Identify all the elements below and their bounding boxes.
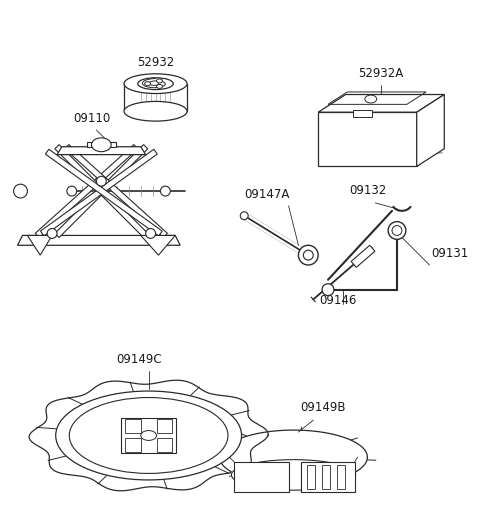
Ellipse shape bbox=[67, 186, 77, 196]
Ellipse shape bbox=[156, 79, 162, 83]
Ellipse shape bbox=[56, 391, 241, 480]
Ellipse shape bbox=[365, 95, 377, 103]
Ellipse shape bbox=[141, 430, 156, 440]
Polygon shape bbox=[86, 142, 116, 147]
Text: 09147A: 09147A bbox=[244, 188, 289, 201]
Polygon shape bbox=[351, 245, 375, 267]
Polygon shape bbox=[18, 235, 180, 245]
Polygon shape bbox=[322, 465, 330, 489]
Ellipse shape bbox=[240, 212, 248, 219]
Ellipse shape bbox=[388, 222, 406, 240]
Polygon shape bbox=[125, 419, 141, 432]
Text: 52932: 52932 bbox=[137, 56, 174, 69]
Ellipse shape bbox=[124, 74, 187, 93]
Ellipse shape bbox=[124, 101, 187, 121]
Polygon shape bbox=[65, 145, 168, 237]
Polygon shape bbox=[337, 465, 345, 489]
Text: 09149B: 09149B bbox=[300, 401, 346, 414]
Polygon shape bbox=[55, 145, 148, 237]
Polygon shape bbox=[219, 430, 367, 484]
Ellipse shape bbox=[138, 78, 173, 90]
Polygon shape bbox=[301, 462, 355, 492]
Ellipse shape bbox=[322, 284, 334, 296]
Ellipse shape bbox=[145, 228, 156, 239]
Polygon shape bbox=[27, 235, 52, 255]
Polygon shape bbox=[156, 419, 172, 432]
Polygon shape bbox=[417, 94, 444, 166]
Polygon shape bbox=[29, 380, 268, 491]
Polygon shape bbox=[318, 94, 444, 112]
Polygon shape bbox=[46, 149, 162, 236]
Polygon shape bbox=[307, 465, 315, 489]
Text: 09110: 09110 bbox=[73, 112, 110, 125]
Polygon shape bbox=[318, 112, 417, 166]
Polygon shape bbox=[57, 147, 145, 155]
Polygon shape bbox=[141, 235, 175, 255]
Ellipse shape bbox=[299, 245, 318, 265]
Ellipse shape bbox=[156, 84, 162, 89]
Ellipse shape bbox=[69, 398, 228, 473]
Polygon shape bbox=[125, 438, 141, 452]
Polygon shape bbox=[234, 462, 288, 492]
Ellipse shape bbox=[13, 184, 27, 198]
Ellipse shape bbox=[92, 138, 111, 152]
Text: 09149C: 09149C bbox=[116, 352, 162, 366]
Text: 09131: 09131 bbox=[432, 247, 469, 260]
Text: 52932A: 52932A bbox=[359, 67, 404, 80]
Polygon shape bbox=[55, 145, 148, 237]
Ellipse shape bbox=[47, 228, 57, 239]
Ellipse shape bbox=[160, 186, 170, 196]
Polygon shape bbox=[353, 110, 372, 117]
Ellipse shape bbox=[144, 82, 151, 86]
Polygon shape bbox=[36, 145, 138, 237]
Polygon shape bbox=[156, 438, 172, 452]
Ellipse shape bbox=[96, 176, 106, 186]
Polygon shape bbox=[231, 460, 356, 490]
Text: 09146: 09146 bbox=[319, 294, 357, 307]
Polygon shape bbox=[40, 149, 157, 236]
Polygon shape bbox=[121, 418, 176, 453]
Text: 09132: 09132 bbox=[349, 184, 386, 197]
